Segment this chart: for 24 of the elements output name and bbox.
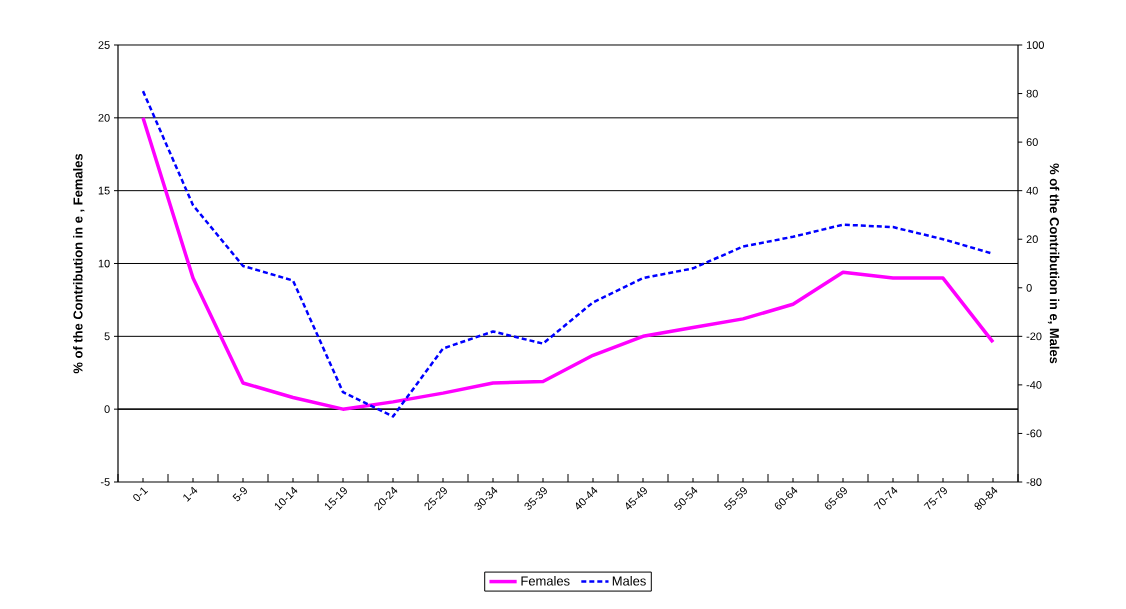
y2-tick-label: 0 [1026,283,1032,292]
y-tick-label: 15 [98,186,110,195]
y-tick-label: 0 [104,405,110,414]
y2-axis-title: % of the Contribution in e, Males [1047,163,1060,364]
y2-tick-label: 80 [1026,89,1038,98]
y-tick-label: 5 [104,332,110,341]
y2-tick-label: -80 [1026,478,1042,486]
legend-label: Males [612,576,646,586]
y-tick-label: -5 [100,478,110,486]
y2-tick-label: 20 [1026,235,1038,244]
y-tick-label: 20 [98,113,110,122]
y-tick-label: 25 [98,41,110,49]
y2-tick-label: 40 [1026,186,1038,195]
x-tick-label: 0-1 [133,487,149,501]
legend-label: Females [521,576,570,586]
y2-tick-label: 100 [1026,41,1044,49]
y2-tick-label: -60 [1026,429,1042,438]
y-tick-label: 10 [98,259,110,268]
x-tick-label: 5-9 [232,487,247,502]
y-axis-title: % of the Contribution in e , Females [73,153,85,374]
y2-tick-label: 60 [1026,138,1038,146]
x-tick-label: 1-4 [183,486,198,502]
y2-tick-label: -20 [1026,332,1042,341]
y2-tick-label: -40 [1026,381,1042,389]
